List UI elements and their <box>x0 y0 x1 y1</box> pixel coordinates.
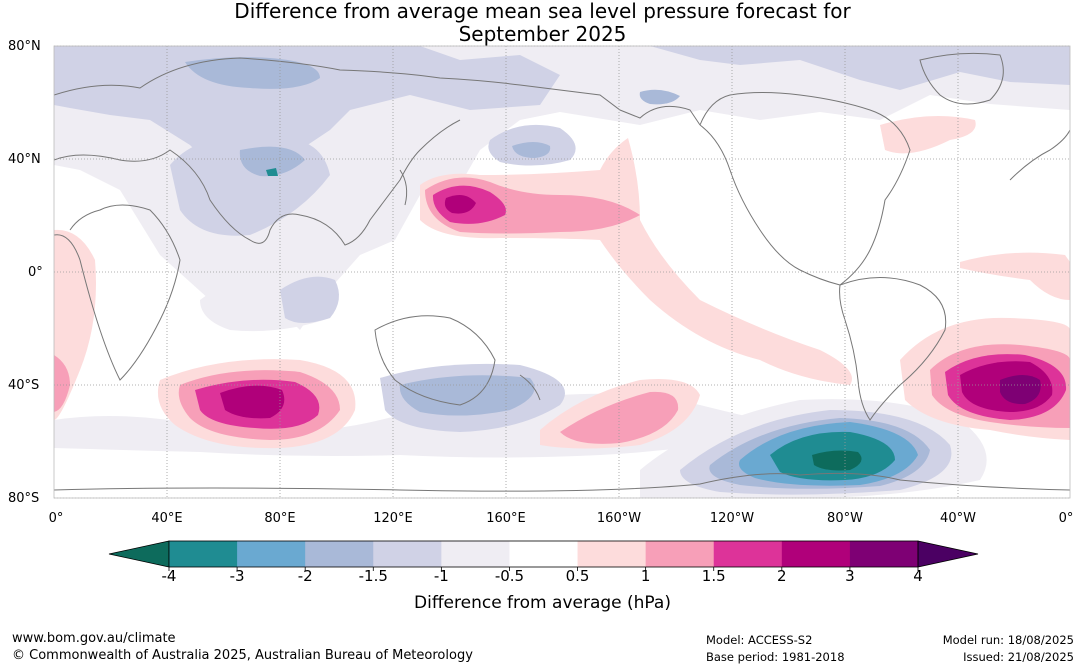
colorbar-tick-label: -1 <box>433 567 449 585</box>
lon-label-80w: 80°W <box>827 511 863 526</box>
map-frame <box>53 45 1071 499</box>
colorbar-segment <box>373 541 442 567</box>
neg-2-tibet <box>266 168 278 176</box>
coastline-antarctica <box>54 472 1070 492</box>
lat-label-80s: 80°S <box>8 491 40 506</box>
neg-1-5-central-asia <box>239 146 305 177</box>
colorbar-tick-label: 1.5 <box>701 567 726 585</box>
lon-label-160w: 160°W <box>596 511 642 526</box>
pos-1-africa-west <box>54 355 70 412</box>
coastline-africa <box>54 204 181 381</box>
neg-1-arctic <box>54 46 560 175</box>
lat-label-80n: 80°N <box>8 39 41 54</box>
coastlines <box>54 52 1070 492</box>
colorbar-label: Difference from average (hPa) <box>414 593 671 613</box>
colorbar-tick-label: -3 <box>229 567 245 585</box>
footer-copyright: © Commonwealth of Australia 2025, Austra… <box>12 648 473 663</box>
colorbar-tick-label: 2 <box>777 567 787 585</box>
coastline-europe-asia-south <box>54 119 461 246</box>
lat-label-40n: 40°N <box>8 152 41 167</box>
coastline-australia <box>374 315 496 406</box>
neg-1-canada <box>650 46 1070 90</box>
neg-1-5-australia-south <box>399 375 535 416</box>
colorbar-tick-label: 0.5 <box>565 567 590 585</box>
pos-1-south-pacific <box>560 391 679 444</box>
pos-2-northwest-pacific <box>444 194 476 214</box>
lat-label-equator: 0° <box>28 265 43 280</box>
map-title: Difference from average mean sea level p… <box>0 0 1085 46</box>
colorbar-extend-low <box>108 540 170 568</box>
footer-website: www.bom.gov.au/climate <box>12 631 176 646</box>
pos-3-south-atlantic <box>1000 375 1041 405</box>
footer-model-run: Model run: 18/08/2025 <box>942 633 1074 647</box>
colorbar-tick-label: -1.5 <box>358 567 388 585</box>
pos-0-5-tropical-atlantic <box>960 252 1070 300</box>
colorbar-segment <box>713 541 783 567</box>
neg-1-5-north-pacific <box>512 142 551 158</box>
lat-label-40s: 40°S <box>8 378 40 393</box>
colorbar-segment <box>237 541 306 567</box>
footer-issued: Issued: 21/08/2025 <box>963 650 1074 664</box>
colorbar-segment <box>849 541 919 567</box>
colorbar-segment <box>645 541 715 567</box>
coastline-north-america <box>699 92 911 286</box>
coastline-europe <box>1009 129 1070 181</box>
lon-label-120w: 120°W <box>709 511 755 526</box>
lon-label-160e: 160°E <box>486 511 526 526</box>
colorbar-tick-label: 1 <box>640 567 651 585</box>
neg-1-5-siberia <box>185 57 320 89</box>
title-line-2: September 2025 <box>458 22 627 46</box>
neg-1-indian-ocean <box>280 276 339 323</box>
colorbar-segment <box>781 541 851 567</box>
colorbar-segment <box>509 541 579 567</box>
pos-2-south-indian <box>220 385 285 419</box>
colorbar-tick-label: 3 <box>845 567 855 585</box>
colorbar-segment <box>577 541 647 567</box>
lon-label-0-east: 0° <box>1058 511 1074 526</box>
lon-label-120e: 120°E <box>373 511 413 526</box>
colorbar-segment <box>441 541 510 567</box>
lon-label-40w: 40°W <box>940 511 976 526</box>
colorbar-tick-label: 4 <box>913 567 923 585</box>
colorbar-segment <box>305 541 374 567</box>
footer-model: Model: ACCESS-S2 <box>706 633 813 647</box>
lon-label-80e: 80°E <box>264 511 296 526</box>
lon-label-0-west: 0° <box>48 511 64 526</box>
neg-1-5-arctic-pacific <box>639 89 680 105</box>
anomaly-fields <box>54 46 1070 498</box>
coastline-eurasia-north <box>54 57 701 126</box>
neg-4-southern-ocean-east <box>812 450 862 471</box>
colorbar-extend-high <box>917 540 979 568</box>
colorbar-frame <box>168 540 919 568</box>
lon-label-40e: 40°E <box>151 511 183 526</box>
coastline-south-america <box>839 277 947 421</box>
coastline-new-zealand <box>519 374 541 401</box>
colorbar-segment <box>169 541 238 567</box>
footer-base-period: Base period: 1981-2018 <box>706 650 845 664</box>
colorbar-tick-label: -4 <box>161 567 177 585</box>
title-line-1: Difference from average mean sea level p… <box>234 0 851 23</box>
coastline-greenland <box>919 52 1004 105</box>
colorbar-tick-label: -0.5 <box>494 567 525 585</box>
coastline-japan <box>399 169 408 206</box>
colorbar-tick-label: -2 <box>297 567 313 585</box>
pos-0-5-northeast-atlantic <box>880 116 976 154</box>
